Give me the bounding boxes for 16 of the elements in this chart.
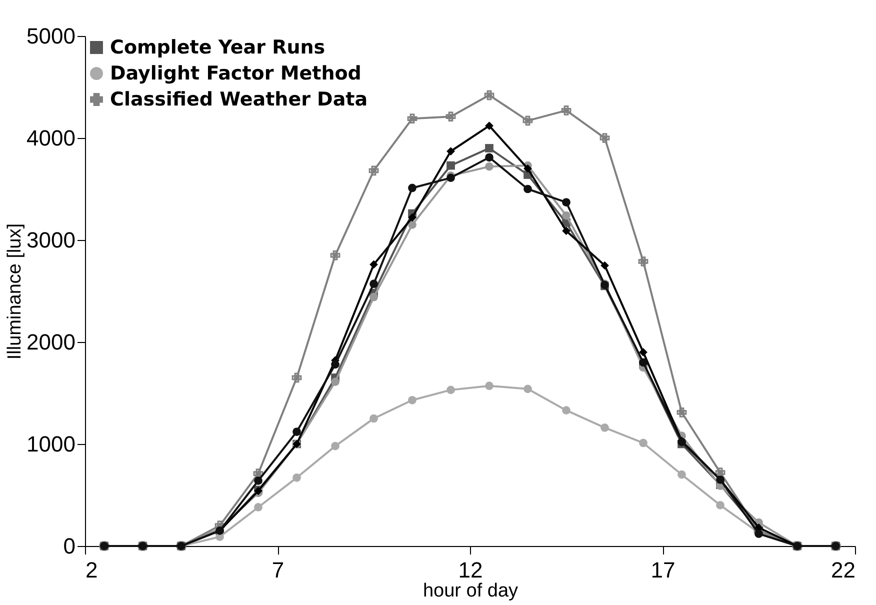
y-tick-label: 0 xyxy=(63,534,76,558)
legend-label: Daylight Factor Method xyxy=(110,62,362,84)
x-tick-label: 22 xyxy=(831,558,856,582)
y-tick-label: 3000 xyxy=(26,228,76,252)
x-tick-label: 12 xyxy=(458,558,483,582)
x-tick-label: 2 xyxy=(86,558,98,582)
legend-label: Classified Weather Data xyxy=(110,88,368,110)
x-tick-label: 7 xyxy=(272,558,284,582)
x-axis-title: hour of day xyxy=(422,580,519,602)
legend-label: Complete Year Runs xyxy=(110,36,326,58)
y-tick-label: 2000 xyxy=(26,330,76,354)
y-tick-label: 1000 xyxy=(26,432,76,456)
y-axis-title: Illuminance [lux] xyxy=(4,223,26,360)
y-tick-label: 4000 xyxy=(26,126,76,150)
y-tick-label: 5000 xyxy=(26,24,76,48)
x-tick-label: 17 xyxy=(650,558,676,582)
